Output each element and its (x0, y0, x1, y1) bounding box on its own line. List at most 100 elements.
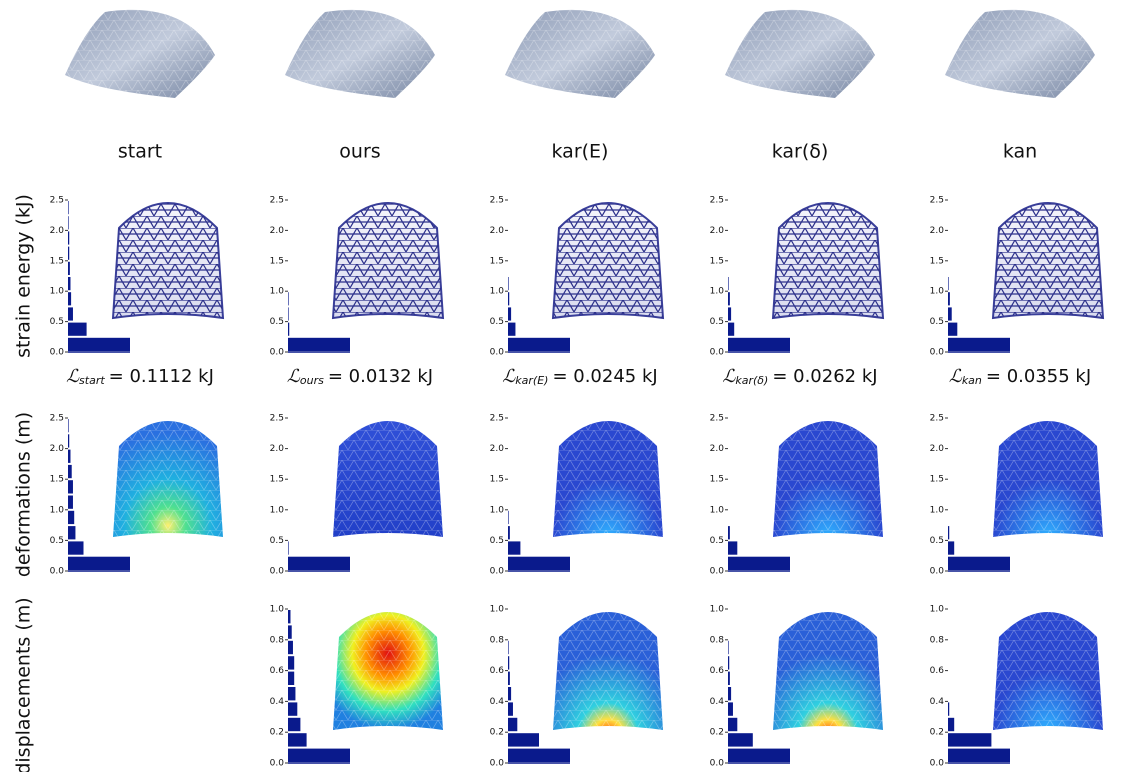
histogram-bar (288, 718, 300, 731)
histogram-bar (68, 307, 73, 320)
y-tick-label: 1.0 (270, 605, 285, 615)
y-tick-label: 2.0 (490, 226, 505, 236)
y-tick-label: 0.2 (710, 728, 724, 738)
histogram-bar (508, 702, 513, 715)
histogram-bar (288, 323, 289, 336)
histogram-bar (68, 277, 70, 290)
histogram-bar (728, 749, 790, 762)
y-tick-label: 0.2 (490, 728, 504, 738)
y-tick-label: 0.6 (710, 666, 725, 676)
y-tick-label: 1.0 (270, 505, 285, 515)
histogram-bar (948, 718, 954, 731)
histogram-bar (948, 323, 957, 336)
y-tick-label: 0.5 (490, 317, 504, 327)
y-tick-label: 2.0 (270, 444, 285, 454)
histogram-bar (288, 610, 290, 623)
y-tick-label: 0.0 (930, 567, 945, 577)
y-tick-label: 0.0 (710, 759, 725, 769)
histogram-bar (508, 307, 511, 320)
histogram-bar (68, 338, 130, 351)
mesh-grid (773, 203, 883, 318)
y-tick-label: 2.0 (710, 226, 725, 236)
histogram-bar (68, 480, 73, 493)
y-tick-label: 2.5 (710, 196, 724, 206)
y-tick-label: 0.0 (50, 348, 65, 358)
mesh-grid (553, 203, 663, 318)
histogram-bar (728, 541, 737, 554)
y-tick-label: 0.5 (490, 536, 504, 546)
y-tick-label: 2.5 (490, 414, 504, 424)
y-tick-label: 2.0 (710, 444, 725, 454)
histogram-bar (508, 687, 511, 700)
y-tick-label: 1.0 (270, 287, 285, 297)
loss-symbol: ℒ (66, 366, 80, 387)
histogram-bar (288, 641, 293, 654)
y-tick-label: 1.0 (50, 505, 65, 515)
y-tick-label: 1.5 (710, 256, 724, 266)
y-tick-label: 0.0 (270, 759, 285, 769)
histogram-bar (508, 292, 509, 305)
histogram-bar (288, 557, 350, 570)
histogram-bar (288, 702, 297, 715)
y-tick-label: 0.5 (50, 317, 64, 327)
y-tick-label: 0.0 (270, 567, 285, 577)
histogram-bar (288, 338, 350, 351)
y-tick-label: 0.5 (930, 536, 944, 546)
loss-symbol: ℒ (949, 366, 963, 387)
histogram-bar (288, 733, 307, 746)
loss-value: = 0.1112 kJ (109, 366, 214, 387)
y-tick-label: 1.5 (270, 475, 284, 485)
mesh-grid (553, 612, 663, 730)
loss-value: = 0.0355 kJ (986, 366, 1091, 387)
column-label: kar(E) (552, 141, 609, 163)
loss-symbol: ℒ (722, 366, 736, 387)
histogram-bar (728, 733, 753, 746)
y-tick-label: 1.0 (710, 287, 725, 297)
histogram-bar (948, 541, 954, 554)
y-tick-label: 0.6 (490, 666, 505, 676)
histogram-bar (508, 733, 539, 746)
y-tick-label: 0.0 (490, 567, 505, 577)
histogram-bar (68, 557, 130, 570)
y-tick-label: 1.0 (710, 505, 725, 515)
histogram-bar (508, 338, 570, 351)
histogram-bar (288, 672, 294, 685)
roof-grid (725, 10, 875, 98)
y-tick-label: 2.0 (50, 226, 65, 236)
y-tick-label: 2.0 (930, 444, 945, 454)
mesh-grid (113, 203, 223, 318)
y-tick-label: 1.5 (50, 475, 64, 485)
roof-grid (285, 10, 435, 98)
mesh-grid (773, 421, 883, 537)
histogram-bar (68, 262, 70, 275)
loss-value: = 0.0245 kJ (552, 366, 657, 387)
roof-grid (505, 10, 655, 98)
histogram-bar (288, 541, 289, 554)
histogram-bar (948, 733, 991, 746)
mesh-grid (993, 612, 1103, 730)
histogram-bar (728, 641, 729, 654)
histogram-bar (68, 323, 87, 336)
mesh-grid (113, 421, 223, 537)
mesh-grid (993, 203, 1103, 318)
loss-label: ℒstart= 0.1112 kJ (66, 366, 214, 387)
histogram-bar (508, 641, 509, 654)
histogram-bar (68, 216, 69, 229)
y-tick-label: 2.0 (270, 226, 285, 236)
histogram-bar (728, 307, 731, 320)
y-tick-label: 1.5 (930, 256, 944, 266)
histogram-bar (68, 450, 70, 463)
histogram-bar (68, 526, 75, 539)
y-tick-label: 0.5 (710, 317, 724, 327)
y-tick-label: 0.8 (930, 635, 945, 645)
mesh-grid (333, 612, 443, 730)
loss-value: = 0.0262 kJ (772, 366, 877, 387)
column-label: ours (339, 141, 380, 163)
histogram-bar (68, 496, 73, 509)
histogram-bar (68, 465, 72, 478)
histogram-bar (728, 718, 737, 731)
mesh-grid (333, 421, 443, 537)
y-tick-label: 0.6 (930, 666, 945, 676)
histogram-bar (728, 292, 730, 305)
y-tick-label: 2.5 (270, 196, 284, 206)
